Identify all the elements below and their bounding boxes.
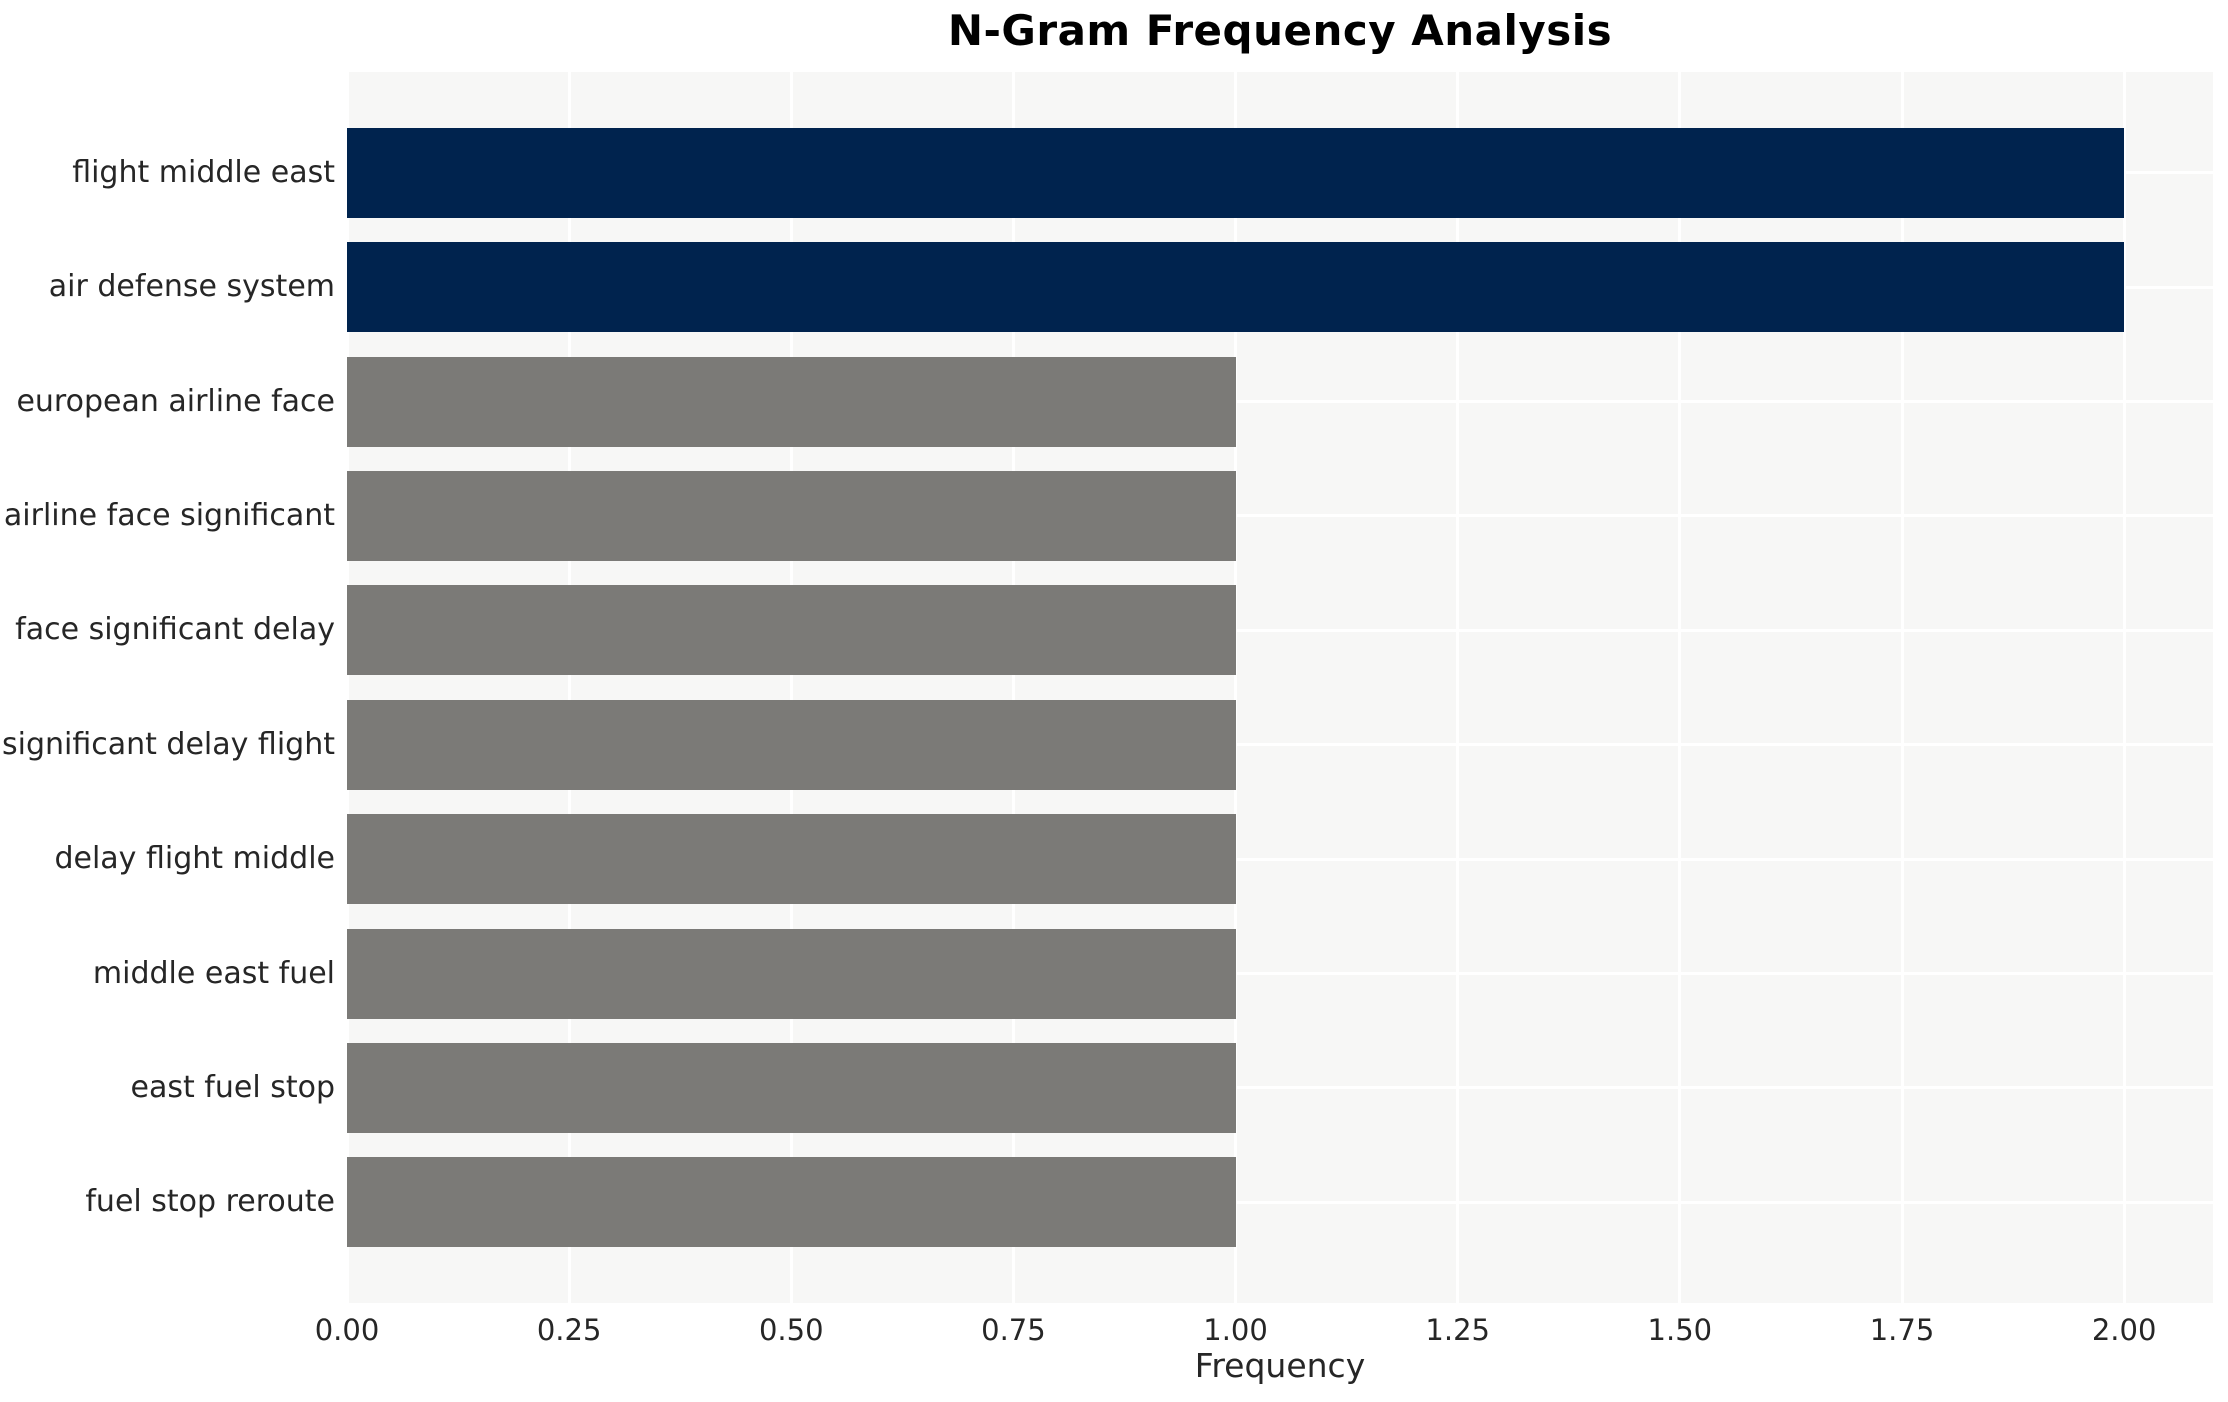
gridline-vertical (345, 72, 349, 1303)
gridline-vertical (1234, 72, 1238, 1303)
x-tick-label: 0.75 (981, 1313, 1046, 1347)
x-tick-label: 1.75 (1869, 1313, 1935, 1347)
x-tick-label: 2.00 (2091, 1313, 2157, 1347)
bar (347, 1157, 1236, 1248)
bar (347, 585, 1236, 676)
bar (347, 814, 1236, 905)
plot-area (345, 72, 2213, 1303)
gridline-vertical (1456, 72, 1460, 1303)
x-axis-title: Frequency (1194, 1346, 1366, 1385)
gridline-vertical (1678, 72, 1682, 1303)
x-tick-label: 0.50 (758, 1313, 824, 1347)
gridline-horizontal (347, 743, 2213, 747)
x-tick-label: 0.25 (536, 1313, 602, 1347)
bar (347, 242, 2125, 333)
gridline-horizontal (347, 628, 2213, 632)
chart-title: N-Gram Frequency Analysis (947, 6, 1613, 55)
y-tick-label: airline face significant (3, 497, 335, 533)
x-tick-label: 0.00 (314, 1313, 380, 1347)
bar (347, 1042, 1236, 1133)
gridline-horizontal (347, 1086, 2213, 1090)
gridline-vertical (567, 72, 571, 1303)
gridline-horizontal (347, 972, 2213, 975)
y-tick-label: significant delay flight (1, 726, 335, 762)
x-tick-label: 1.00 (1203, 1313, 1268, 1347)
y-tick-label: east fuel stop (130, 1069, 335, 1105)
bar (347, 470, 1236, 561)
y-tick-label: fuel stop reroute (85, 1184, 335, 1220)
gridline-vertical (789, 72, 793, 1303)
y-tick-label: face significant delay (15, 612, 335, 648)
x-tick-label: 1.25 (1425, 1313, 1490, 1347)
bar (347, 699, 1236, 790)
y-tick-label: flight middle east (72, 154, 335, 190)
y-tick-label: european airline face (16, 383, 335, 419)
y-tick-label: delay flight middle (54, 841, 335, 877)
x-tick-label: 1.50 (1647, 1313, 1713, 1347)
y-tick-label: air defense system (48, 269, 335, 305)
gridline-vertical (1011, 72, 1015, 1303)
gridline-horizontal (347, 857, 2213, 861)
gridline-horizontal (347, 514, 2213, 518)
bar (347, 356, 1236, 447)
y-tick-label: middle east fuel (92, 955, 335, 991)
gridline-vertical (2122, 72, 2126, 1303)
gridline-horizontal (347, 1200, 2213, 1204)
bar (347, 127, 2125, 218)
gridline-horizontal (347, 400, 2213, 403)
bar (347, 928, 1236, 1019)
gridline-vertical (1900, 72, 1904, 1303)
